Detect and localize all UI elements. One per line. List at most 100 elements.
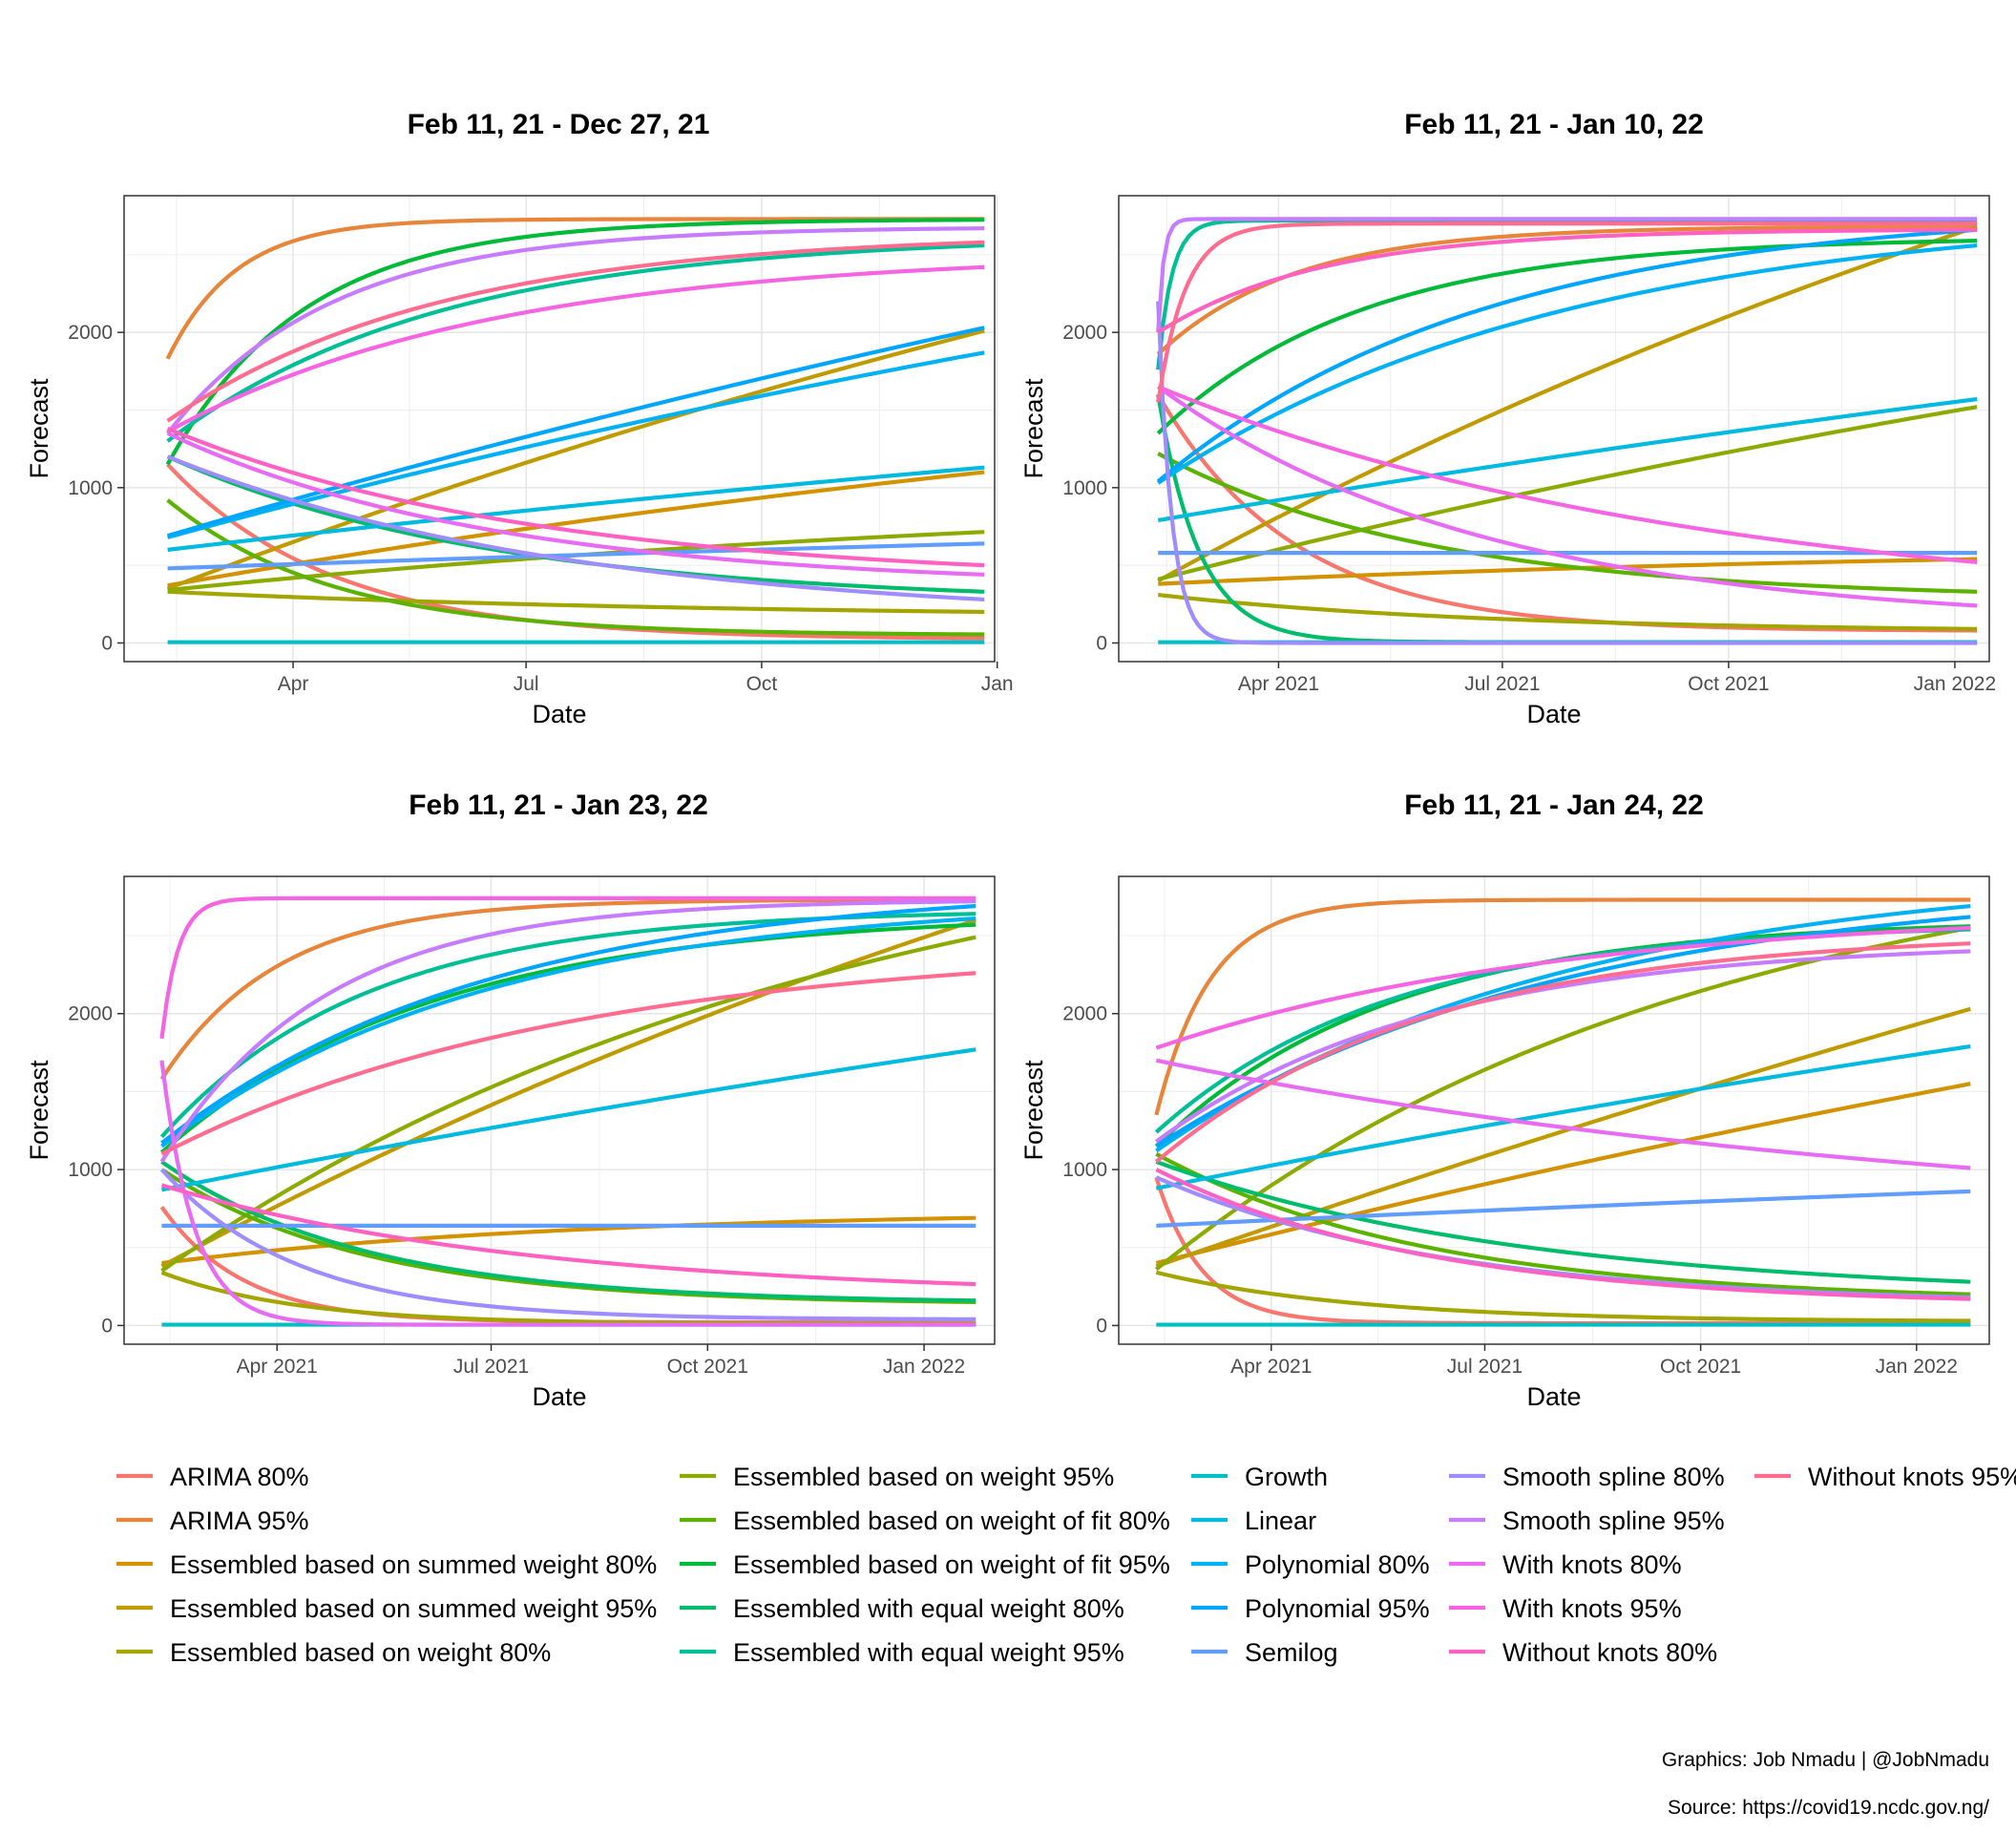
x-axis-title: Date [1526, 1382, 1581, 1411]
panel-title: Feb 11, 21 - Jan 10, 22 [1404, 109, 1704, 140]
series-lines [159, 895, 976, 1327]
y-tick-label: 0 [1096, 632, 1107, 654]
y-axis-title: Forecast [25, 1060, 53, 1161]
series-line [166, 454, 985, 602]
series-line [160, 935, 976, 1273]
series-line [1157, 227, 1978, 334]
series-line [1155, 1043, 1971, 1190]
legend-item: Smooth spline 95% [1449, 1506, 1725, 1535]
y-tick-label: 1000 [1062, 1159, 1107, 1181]
series-lines [1154, 897, 1971, 1327]
series-line [1156, 1189, 1971, 1228]
x-tick-label: Jan [981, 673, 1014, 695]
y-tick-label: 1000 [68, 477, 113, 499]
legend-item: ARIMA 95% [116, 1506, 309, 1535]
series-line [167, 350, 985, 539]
y-tick-label: 0 [1096, 1315, 1107, 1337]
legend-label: ARIMA 95% [170, 1506, 309, 1535]
series-line [166, 427, 985, 568]
legend-label: Growth [1245, 1463, 1328, 1491]
panel-1: Feb 11, 21 - Dec 27, 21 0 1000 2000 Apr Jul Oc… [25, 109, 1014, 728]
legend-item: Linear [1191, 1506, 1316, 1535]
legend-label: Smooth spline 80% [1502, 1463, 1725, 1491]
legend-item: Without knots 80% [1449, 1638, 1717, 1667]
series-line [161, 1047, 976, 1192]
series-line [167, 541, 985, 571]
y-axis-title: Forecast [1019, 1060, 1048, 1161]
legend-item: Essembled based on weight 95% [680, 1463, 1114, 1491]
series-line [1155, 1058, 1971, 1170]
series-line [166, 498, 985, 637]
legend-label: Semilog [1245, 1638, 1338, 1667]
y-tick-label: 0 [101, 632, 113, 654]
series-line [1155, 925, 1971, 1050]
x-tick-label: Jan 2022 [1914, 673, 1996, 695]
legend-label: With knots 80% [1502, 1550, 1682, 1579]
legend-item: Essembled based on summed weight 95% [116, 1594, 657, 1623]
legend-item: Essembled based on summed weight 80% [116, 1550, 657, 1579]
panel-title: Feb 11, 21 - Jan 24, 22 [1404, 790, 1704, 821]
series-line [160, 1183, 976, 1287]
series-line [161, 1215, 976, 1266]
legend-label: Essembled based on summed weight 95% [170, 1594, 657, 1623]
series-line [159, 899, 976, 1164]
legend: ARIMA 80% ARIMA 95% Essembled based on sum… [116, 1463, 2016, 1667]
legend-item: Essembled based on weight of fit 95% [680, 1550, 1170, 1579]
series-line [1154, 897, 1971, 1116]
legend-item: Semilog [1191, 1638, 1338, 1667]
panel-border [1118, 875, 1990, 1345]
series-line [160, 1160, 976, 1303]
series-line [166, 328, 985, 591]
series-line [167, 326, 985, 538]
series-line [160, 917, 976, 1269]
y-tick-label: 2000 [68, 1003, 113, 1025]
series-line [1156, 385, 1978, 608]
legend-item: Polynomial 80% [1191, 1550, 1430, 1579]
x-tick-label: Oct 2021 [1688, 673, 1769, 695]
series-line [1157, 405, 1978, 581]
series-line [1155, 1168, 1971, 1301]
legend-item: ARIMA 80% [116, 1463, 309, 1491]
series-line [166, 240, 985, 423]
series-line [1156, 227, 1978, 483]
panel-border [123, 195, 996, 663]
legend-item: Growth [1191, 1463, 1328, 1491]
panel-2: Feb 11, 21 - Jan 10, 22 0 1000 2000 Apr 2021… [1019, 109, 1996, 728]
legend-label: Essembled based on weight of fit 80% [733, 1506, 1170, 1535]
series-line [166, 264, 985, 434]
series-line [160, 916, 976, 1148]
panel-4: Feb 11, 21 - Jan 24, 22 0 1000 2000 Apr 2021… [1019, 790, 1990, 1411]
x-tick-label: Oct 2021 [667, 1356, 748, 1378]
x-axis-title: Date [532, 1382, 586, 1411]
series-line [167, 465, 985, 552]
legend-label: Without knots 95% [1808, 1463, 2016, 1491]
series-line [167, 589, 985, 615]
panel-title: Feb 11, 21 - Jan 23, 22 [409, 790, 708, 821]
legend-label: Essembled based on weight of fit 95% [733, 1550, 1170, 1579]
legend-label: Essembled based on weight 80% [170, 1638, 551, 1667]
panel-border [123, 875, 996, 1345]
legend-label: Essembled with equal weight 95% [733, 1638, 1124, 1667]
x-tick-label: Jan 2022 [883, 1356, 965, 1378]
legend-label: Without knots 80% [1502, 1638, 1717, 1667]
x-tick-label: Apr 2021 [1238, 673, 1319, 695]
y-tick-label: 1000 [68, 1159, 113, 1181]
series-line [166, 242, 985, 443]
y-tick-label: 2000 [68, 322, 113, 344]
series-line [1155, 1159, 1971, 1284]
x-axis-title: Date [1526, 700, 1581, 728]
y-tick-label: 2000 [1062, 322, 1107, 344]
series-line [160, 971, 976, 1156]
series-line [1157, 397, 1978, 523]
legend-item: With knots 80% [1449, 1550, 1682, 1579]
series-line [1155, 949, 1971, 1144]
legend-label: Essembled based on weight 95% [733, 1463, 1114, 1491]
series-lines [165, 217, 985, 644]
series-line [1155, 1151, 1971, 1296]
series-line [1156, 221, 1978, 403]
legend-item: Smooth spline 80% [1449, 1463, 1725, 1491]
series-line [1155, 1082, 1971, 1266]
panel-border [1118, 195, 1990, 663]
series-line [159, 1168, 976, 1321]
legend-label: With knots 95% [1502, 1594, 1682, 1623]
